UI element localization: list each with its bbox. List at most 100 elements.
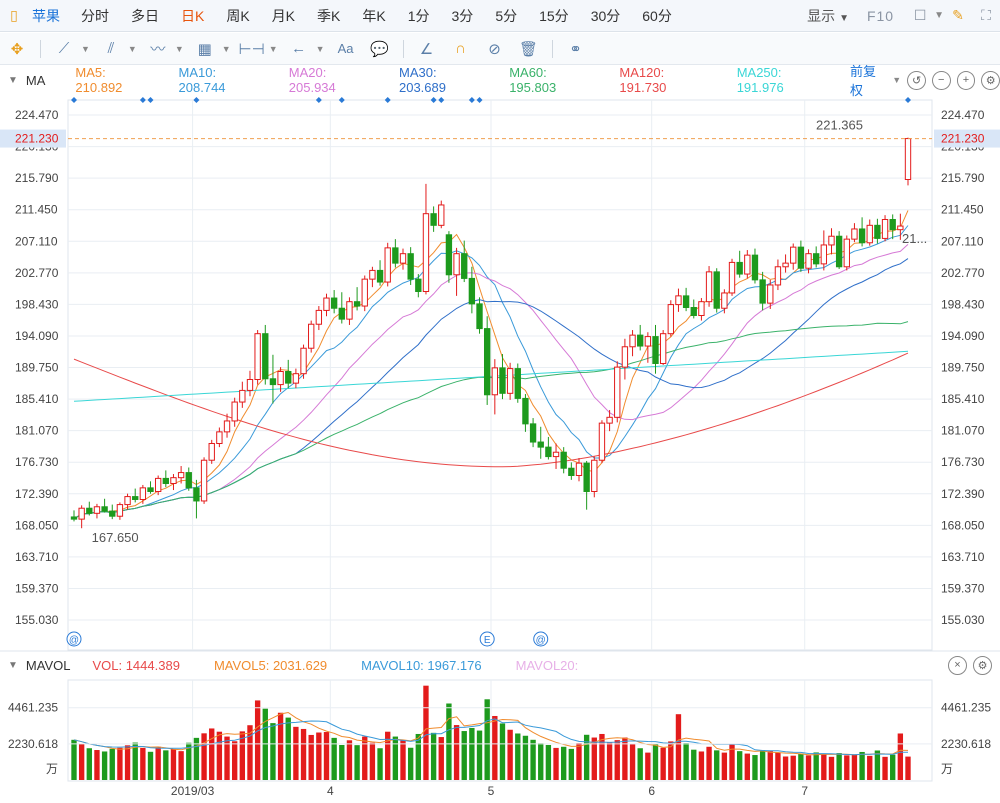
candle xyxy=(300,344,307,379)
collapse-arrow-icon[interactable]: ▼ xyxy=(8,659,18,671)
candle xyxy=(116,502,124,520)
candle-body xyxy=(338,307,345,320)
trash-icon[interactable]: 🗑 xyxy=(519,40,539,58)
period-toolbar: ▯ 苹果 分时 多日 日K 周K 月K 季K 年K 1分 3分 5分 15分 30分 60分 显示 ▼ … xyxy=(0,0,1000,32)
volume-unit-left: 万 xyxy=(46,762,58,776)
comment-tool-icon[interactable]: 💬 xyxy=(370,40,389,58)
range-tool-icon[interactable]: ⊢⊣ xyxy=(238,40,265,58)
period-tab-12[interactable]: 60分 xyxy=(642,7,672,24)
display-menu[interactable]: 显示 ▼ xyxy=(807,6,849,26)
candle-body xyxy=(728,261,736,294)
event-marker-circle xyxy=(533,631,549,647)
layout-square-icon[interactable]: ☐ xyxy=(913,7,927,23)
arrow-tool-icon[interactable]: ← xyxy=(291,40,307,57)
volume-bar xyxy=(140,747,146,780)
volume-bar xyxy=(660,747,666,780)
candle-body xyxy=(422,213,430,293)
period-tab-2[interactable]: 日K xyxy=(181,7,205,24)
candle-body xyxy=(132,496,139,500)
wave-tool-icon[interactable]: 〰 xyxy=(150,41,166,58)
close-icon[interactable]: × xyxy=(948,655,967,675)
candle xyxy=(889,214,896,240)
price-axis-label-left: 211.450 xyxy=(15,203,58,217)
volume-bar xyxy=(545,744,552,780)
candle-body xyxy=(93,506,101,514)
settings-icon[interactable]: ⚙ xyxy=(973,655,992,675)
period-tab-7[interactable]: 1分 xyxy=(407,7,430,24)
volume-axis-label-right: 2230.618 xyxy=(941,737,991,751)
candle-body xyxy=(147,487,154,492)
candle-body xyxy=(399,253,407,264)
candle xyxy=(751,248,759,284)
candle-body xyxy=(881,219,889,239)
hide-drawings-icon[interactable]: ⊘ xyxy=(488,40,501,58)
candle-body xyxy=(851,228,858,240)
candle xyxy=(277,367,284,392)
volume-bar xyxy=(323,732,330,780)
candle xyxy=(813,246,820,268)
period-tab-0[interactable]: 分时 xyxy=(81,7,109,24)
magnet-icon[interactable]: ∩ xyxy=(455,40,466,57)
candle-body xyxy=(621,346,629,368)
period-tab-10[interactable]: 15分 xyxy=(539,7,569,24)
candle-body xyxy=(369,269,376,280)
adjust-mode-label[interactable]: 前复权 xyxy=(849,64,876,98)
price-panel-frame xyxy=(67,99,933,651)
fibonacci-tool-icon[interactable]: ▦ xyxy=(197,40,212,58)
collapse-arrow-icon[interactable]: ▼ xyxy=(8,74,18,86)
period-tab-11[interactable]: 30分 xyxy=(590,7,621,24)
period-tab-3[interactable]: 周K xyxy=(226,7,250,24)
candle-body xyxy=(545,446,552,458)
chevron-down-icon[interactable]: ▼ xyxy=(315,43,325,54)
reset-icon[interactable]: ↺ xyxy=(907,70,926,90)
price-axis-label-right: 185.410 xyxy=(941,392,985,406)
period-tab-8[interactable]: 3分 xyxy=(451,7,474,24)
minus-icon[interactable]: − xyxy=(931,70,951,90)
volume-bar xyxy=(316,732,322,780)
volume-bar xyxy=(430,732,437,780)
volume-bar xyxy=(438,737,444,780)
chevron-down-icon[interactable]: ▼ xyxy=(174,43,184,54)
plus-icon[interactable]: + xyxy=(956,70,976,90)
candle-body xyxy=(713,271,720,309)
volume-bar xyxy=(583,734,590,780)
volume-bar xyxy=(744,753,750,780)
link-icon[interactable]: ⚭ xyxy=(569,40,582,58)
channel-tool-icon[interactable]: ⫽ xyxy=(107,40,115,57)
volume-bar xyxy=(691,749,697,780)
pencil-icon[interactable]: ✎ xyxy=(952,7,964,23)
candle-body xyxy=(522,397,529,425)
candle xyxy=(78,505,85,529)
chevron-down-icon[interactable]: ▼ xyxy=(934,10,944,21)
volume-bar xyxy=(201,733,207,780)
chevron-down-icon[interactable]: ▼ xyxy=(127,43,137,54)
f10-button[interactable]: F10 xyxy=(866,7,895,24)
period-tab-1[interactable]: 多日 xyxy=(131,7,159,24)
line-tool-icon[interactable]: ⟋ xyxy=(58,40,70,57)
ma-indicator-name[interactable]: MA xyxy=(25,72,46,88)
angle-tool-icon[interactable]: ∠ xyxy=(419,40,434,58)
period-tab-9[interactable]: 5分 xyxy=(495,7,518,24)
candle-body xyxy=(568,467,575,476)
move-cross-icon[interactable]: ✥ xyxy=(10,40,24,58)
candle xyxy=(208,439,215,464)
stock-name[interactable]: 苹果 xyxy=(32,7,60,24)
volume-bar xyxy=(844,755,850,780)
text-tool-icon[interactable]: Aa xyxy=(337,41,354,56)
volume-unit-right: 万 xyxy=(941,762,953,776)
volume-indicator-name[interactable]: MAVOL xyxy=(25,657,71,673)
current-price-label-left: 221.230 xyxy=(15,132,59,146)
price-axis-label-right: 211.450 xyxy=(941,203,984,217)
chevron-down-icon[interactable]: ▼ xyxy=(81,43,90,54)
volume-legend: ▼ MAVOL VOL: 1444.389 MAVOL5: 2031.629 MAV… xyxy=(0,652,1000,678)
fullscreen-icon[interactable]: ⛶ xyxy=(981,7,991,23)
sidebar-toggle-icon[interactable]: ▯ xyxy=(10,7,18,23)
period-tab-6[interactable]: 年K xyxy=(362,7,386,24)
candle-body xyxy=(805,253,812,269)
chevron-down-icon[interactable]: ▼ xyxy=(268,43,278,54)
period-tab-5[interactable]: 季K xyxy=(317,7,341,24)
chevron-down-icon[interactable]: ▼ xyxy=(892,75,902,85)
chevron-down-icon[interactable]: ▼ xyxy=(221,43,231,54)
candle-body xyxy=(897,225,904,231)
period-tab-4[interactable]: 月K xyxy=(271,7,296,24)
